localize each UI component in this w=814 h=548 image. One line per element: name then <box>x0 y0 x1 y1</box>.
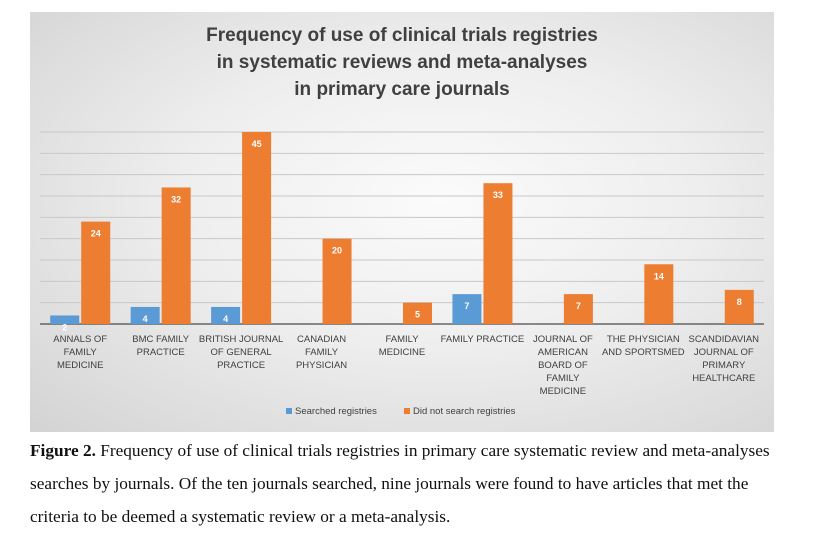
chart-title-line: Frequency of use of clinical trials regi… <box>206 25 598 46</box>
bar <box>403 302 432 324</box>
bar <box>452 294 482 324</box>
category-label: THE PHYSICIAN <box>607 334 680 345</box>
caption-text: Frequency of use of clinical trials regi… <box>30 441 770 526</box>
chart-title-line: in systematic reviews and meta-analyses <box>216 52 588 73</box>
bar <box>322 238 352 324</box>
chart-panel: Frequency of use of clinical trials regi… <box>30 12 774 432</box>
category-label: AND SPORTSMED <box>602 347 685 358</box>
figure-caption: Figure 2. Frequency of use of clinical t… <box>30 434 790 533</box>
legend-swatch <box>404 408 410 414</box>
legend-label: Searched registries <box>295 406 377 417</box>
category-label: MEDICINE <box>540 386 586 397</box>
data-label: 4 <box>223 314 228 324</box>
category-label: BMC FAMILY <box>132 334 189 345</box>
category-label: JOURNAL OF <box>694 347 754 358</box>
data-label: 4 <box>143 314 148 324</box>
chart-title-line: in primary care journals <box>294 79 510 100</box>
category-label: JOURNAL OF <box>533 334 593 345</box>
bar <box>211 306 241 324</box>
category-label: FAMILY PRACTICE <box>441 334 525 345</box>
bar <box>81 221 111 324</box>
category-label: PRACTICE <box>137 347 185 358</box>
bar <box>644 264 674 324</box>
data-label: 45 <box>252 139 262 149</box>
category-label: PHYSICIAN <box>296 360 347 371</box>
bar <box>161 187 191 324</box>
data-label: 5 <box>415 310 420 320</box>
legend-label: Did not search registries <box>413 406 516 417</box>
data-label: 32 <box>171 194 181 204</box>
category-label: FAMILY <box>305 347 339 358</box>
category-label: FAMILY <box>546 373 580 384</box>
caption-label: Figure 2. <box>30 441 96 460</box>
category-label: PRIMARY <box>702 360 746 371</box>
bar <box>130 306 160 324</box>
category-label: FAMILY <box>64 347 98 358</box>
category-label: AMERICAN <box>538 347 588 358</box>
data-label: 7 <box>464 301 469 311</box>
data-label: 24 <box>91 229 101 239</box>
category-label: CANADIAN <box>297 334 346 345</box>
data-label: 14 <box>654 271 664 281</box>
data-label: 20 <box>332 246 342 256</box>
bar <box>242 132 272 324</box>
category-label: MEDICINE <box>379 347 425 358</box>
category-label: BOARD OF <box>538 360 588 371</box>
category-label: BRITISH JOURNAL <box>199 334 283 345</box>
bar <box>50 315 80 324</box>
category-label: PRACTICE <box>217 360 265 371</box>
category-label: FAMILY <box>385 334 419 345</box>
bar <box>724 289 754 324</box>
data-label: 2 <box>62 322 67 332</box>
bar <box>563 294 593 324</box>
category-label: HEALTHCARE <box>692 373 755 384</box>
category-label: OF GENERAL <box>210 347 271 358</box>
bar <box>483 183 513 324</box>
chart-title: Frequency of use of clinical trials regi… <box>30 22 774 103</box>
legend-swatch <box>286 408 292 414</box>
data-label: 33 <box>493 190 503 200</box>
category-label: ANNALS OF <box>53 334 107 345</box>
data-label: 8 <box>737 297 742 307</box>
category-label: MEDICINE <box>57 360 103 371</box>
data-label: 7 <box>576 301 581 311</box>
category-label: SCANDIDAVIAN <box>688 334 759 345</box>
